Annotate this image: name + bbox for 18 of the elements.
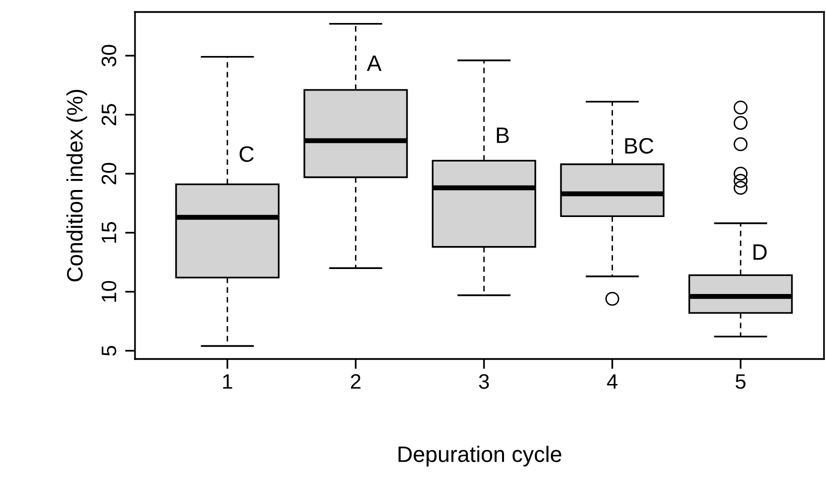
- annotation: BC: [625, 138, 654, 154]
- y-tick-label: 25: [102, 104, 116, 126]
- y-tick-label: 20: [102, 162, 116, 184]
- y-tick-label: 10: [102, 280, 116, 302]
- x-tick-label: 5: [736, 374, 746, 389]
- annotation: B: [496, 128, 509, 143]
- y-tick-label: 15: [102, 222, 116, 243]
- annotation: C: [240, 146, 254, 162]
- annotation: A: [366, 56, 382, 71]
- y-axis-title: Condition index (%): [66, 90, 88, 282]
- x-tick-label: 1: [223, 374, 232, 389]
- y-tick-label: 30: [102, 44, 116, 66]
- x-axis-title: Depuration cycle: [398, 446, 562, 466]
- x-tick-label: 4: [606, 374, 618, 389]
- x-tick-label: 3: [478, 374, 489, 389]
- x-tick-label: 2: [350, 374, 360, 389]
- y-tick-label: 5: [102, 346, 116, 356]
- annotation: D: [754, 244, 767, 260]
